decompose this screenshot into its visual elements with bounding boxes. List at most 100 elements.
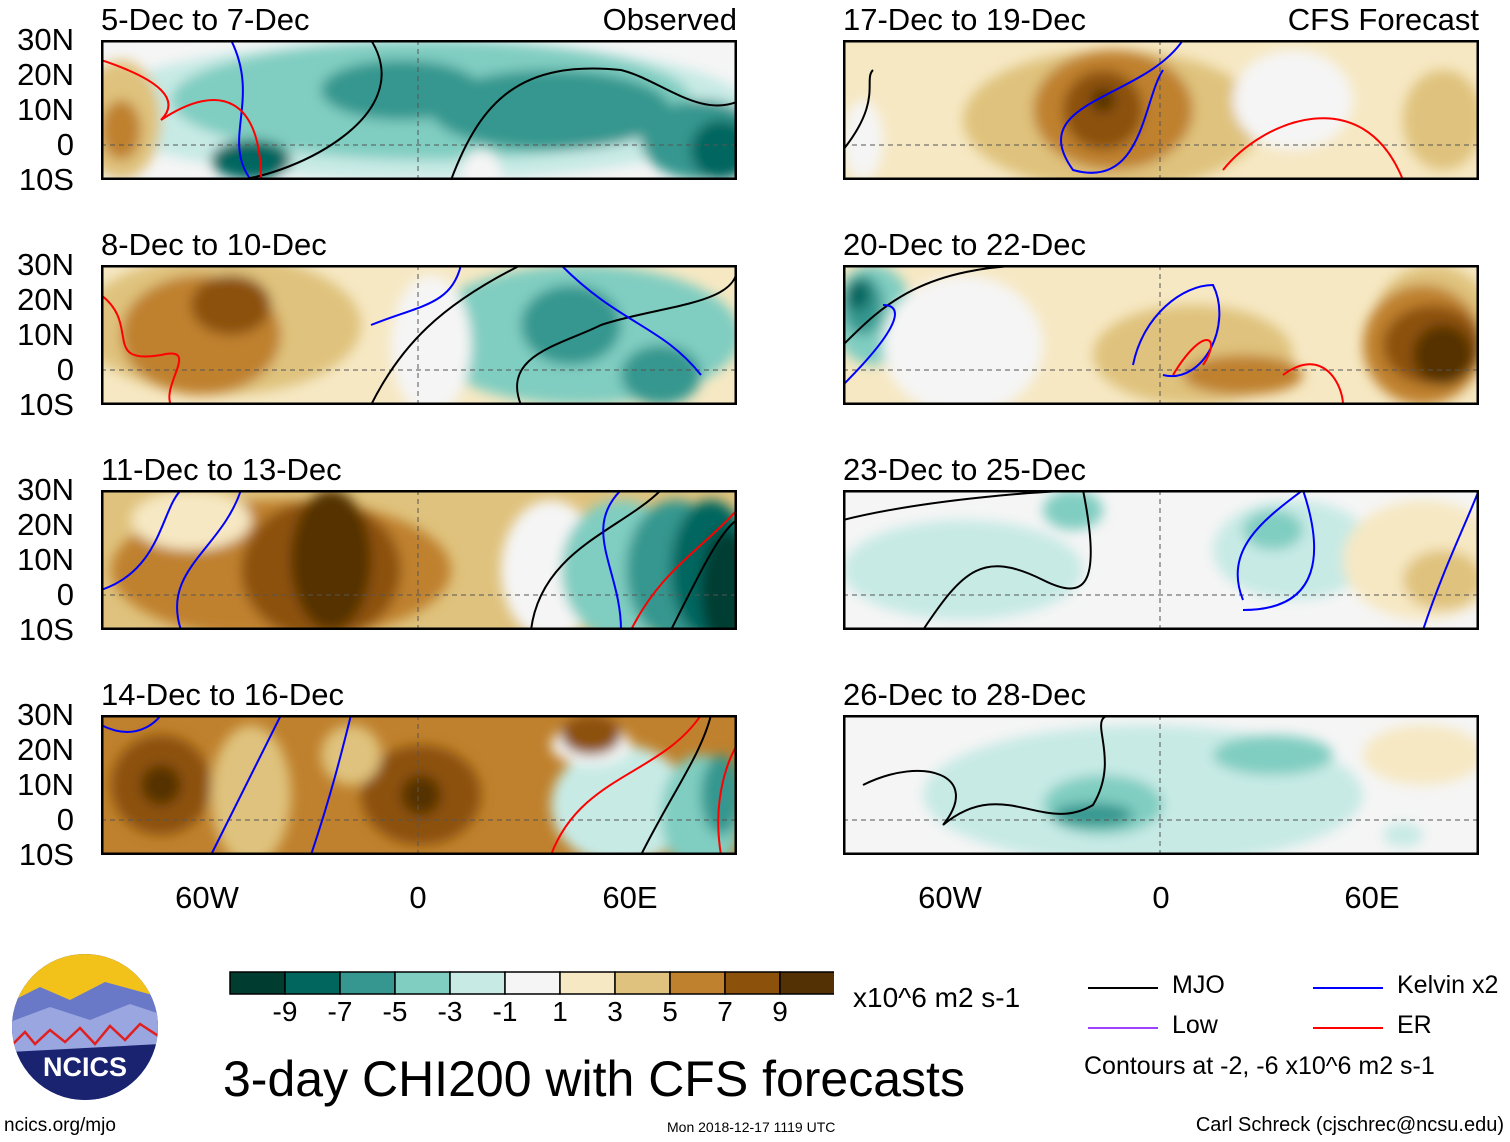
colorbar-swatch [669,971,726,995]
colorbar-units: x10^6 m2 s-1 [853,982,1021,1013]
contour-line [1172,339,1213,376]
lon-label: 0 [1152,880,1170,915]
contour-line [370,264,522,406]
anomaly-region [191,275,271,335]
footer-url[interactable]: ncics.org/mjo [4,1115,116,1136]
anomaly-region [883,275,1043,415]
anomaly-region [131,490,251,550]
panel-title: 11-Dec to 13-Dec [101,452,342,487]
lat-label: 20N [17,282,74,317]
contour-line [230,39,252,181]
panel-frame [842,714,1480,856]
panel-frame [100,489,738,631]
anomaly-region [621,345,701,405]
colorbar-tick-label: -3 [437,996,463,1027]
lat-label: 30N [17,472,74,507]
panel-frame [100,714,738,856]
anomaly-region [101,100,141,160]
panel-title: 23-Dec to 25-Dec [843,452,1086,487]
lat-label: 10S [18,612,74,647]
anomaly-region [211,725,291,865]
panel-frame [842,264,1480,406]
lat-label: 10N [17,542,74,577]
contour-line [175,489,242,631]
lat-label: 20N [17,507,74,542]
map-panel [81,255,741,415]
panel-frame [100,264,738,406]
colorbar-tick-label: 7 [717,996,733,1027]
colorbar-swatch [614,971,671,995]
legend-label: ER [1397,1011,1432,1039]
contour-line [100,489,182,591]
colorbar-tick-label: 5 [662,996,678,1027]
colorbar-tick-label: 9 [772,996,788,1027]
anomaly-region [561,715,621,755]
panel-frame [842,39,1480,181]
contour-line [516,264,739,406]
colorbar-swatch [559,971,616,995]
panel-title: 26-Dec to 28-Dec [843,677,1086,712]
legend-line [1088,1027,1158,1029]
lat-label: 0 [56,127,74,162]
anomaly-region [431,70,671,150]
lon-label: 60E [1344,880,1400,915]
map-panel [81,39,761,190]
contour-line [1222,117,1404,181]
timestamp: Mon 2018-12-17 1119 UTC [667,1119,836,1135]
colorbar-tick-label: -7 [327,996,353,1027]
colorbar-swatch [394,971,451,995]
anomaly-region [321,725,381,785]
legend-label: Kelvin x2 [1397,971,1499,999]
panel-title: 20-Dec to 22-Dec [843,227,1086,262]
anomaly-region [1043,490,1103,530]
legend-line [1088,987,1158,989]
anomaly-region [1233,50,1353,150]
lat-label: 10S [18,387,74,422]
anomaly-region [521,285,621,365]
colorbar-swatch [339,971,396,995]
colorbar-tick-label: 1 [552,996,568,1027]
colorbar-swatch [449,971,506,995]
anomaly-region [843,520,1083,620]
contour-line [550,714,702,856]
lat-label: 20N [17,732,74,767]
legend-line [1313,1027,1383,1029]
colorbar-tick-label: 3 [607,996,623,1027]
anomaly-region [843,100,883,180]
lat-label: 10N [17,767,74,802]
contour-line [1422,489,1480,631]
lat-label: 10S [18,837,74,872]
anomaly-region [1413,325,1473,385]
contour-line [640,714,712,856]
anomaly-region [551,745,691,865]
anomaly-region [291,490,371,630]
ncics-logo: NCICS [10,952,160,1107]
map-panel [842,39,1483,190]
contour-line [922,489,1092,631]
colorbar-tick-label: -5 [382,996,408,1027]
colorbar-tick-label: -1 [492,996,518,1027]
lon-label: 0 [409,880,427,915]
contour-line [842,304,896,386]
map-panel [842,714,1483,865]
anomaly-region [1383,823,1423,847]
anomaly-region [141,765,181,805]
lat-label: 10N [17,92,74,127]
contour-line [530,489,662,631]
legend-label: MJO [1172,971,1225,999]
anomaly-region [846,280,870,310]
anomaly-region [1053,803,1133,827]
contour-line [602,489,622,631]
contour-line [230,39,383,181]
colorbar-swatch [504,971,561,995]
colorbar-swatch [724,971,781,995]
contour-line [862,714,1114,826]
lat-label: 0 [56,352,74,387]
contour-line [560,264,702,376]
contour-line [100,59,262,181]
observed-label: Observed [602,2,737,37]
lat-label: 20N [17,57,74,92]
contour-line [370,264,462,326]
contour-line [100,294,181,406]
contour-line [310,714,352,856]
